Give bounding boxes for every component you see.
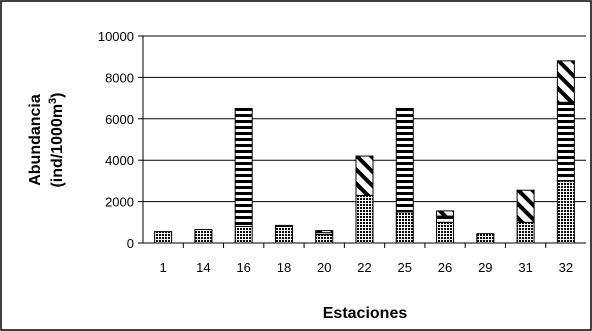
bar-segment	[516, 221, 535, 244]
x-tick-label: 32	[559, 260, 573, 275]
y-tick-label: 10000	[98, 29, 134, 44]
bar-segment	[516, 189, 535, 223]
axes	[142, 36, 586, 244]
bar-segment	[436, 221, 455, 244]
x-tick-label: 18	[277, 260, 291, 275]
y-tick-labels: 0 2000 4000 6000 8000 10000	[98, 29, 134, 251]
x-tick-label: 29	[478, 260, 492, 275]
bar-segment	[355, 194, 374, 244]
y-tick-label: 2000	[105, 195, 134, 210]
bar-segment	[194, 229, 213, 244]
x-tick-label: 25	[398, 260, 412, 275]
bar-segment	[436, 210, 455, 217]
x-tick-label: 26	[438, 260, 452, 275]
y-tick-label: 4000	[105, 153, 134, 168]
y-tick-label: 0	[127, 236, 134, 251]
gridlines	[138, 35, 586, 248]
bar-segment	[556, 101, 575, 182]
bar-segment	[315, 230, 334, 234]
y-tick-label: 6000	[105, 112, 134, 127]
x-tick-label: 14	[196, 260, 210, 275]
bar-segment	[436, 215, 455, 223]
bar-segment	[315, 234, 334, 244]
bars	[154, 60, 575, 244]
x-tick-label: 22	[357, 260, 371, 275]
x-tick-labels: 1 14 16 18 20 22 25 26 29 31 32	[160, 260, 574, 275]
bar-segment	[395, 211, 414, 244]
y-tick-label: 8000	[105, 70, 134, 85]
bar-segment	[355, 155, 374, 196]
bar-segment	[556, 60, 575, 103]
bar-segment	[234, 107, 253, 227]
bar-segment	[234, 225, 253, 244]
bar-segment	[154, 231, 173, 244]
bar-segment	[274, 224, 293, 227]
x-tick-label: 16	[236, 260, 250, 275]
x-tick-label: 1	[160, 260, 167, 275]
x-tick-label: 20	[317, 260, 331, 275]
bar-segment	[556, 180, 575, 244]
x-axis-title: Estaciones	[323, 305, 408, 322]
y-axis-title-line1: Abundancia	[27, 94, 44, 186]
bar-segment	[274, 225, 293, 244]
bar-segment	[395, 107, 414, 213]
x-tick-label: 31	[518, 260, 532, 275]
y-axis-title: Abundancia (ind/1000m3)	[27, 92, 66, 187]
y-axis-title-line2: (ind/1000m3)	[47, 92, 66, 187]
bar-segment	[476, 233, 495, 244]
